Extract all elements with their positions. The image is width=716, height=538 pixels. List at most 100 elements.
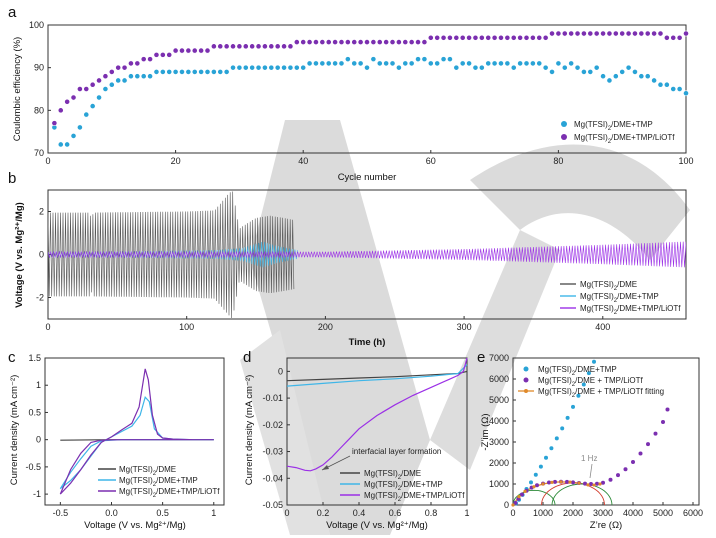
data-point: [281, 43, 287, 50]
data-point: [408, 60, 415, 67]
fit-point: [517, 495, 521, 499]
x-tick-label: 1: [211, 508, 216, 518]
data-point: [520, 492, 524, 497]
data-point: [204, 47, 211, 54]
panel-a: 0 20 40 60 80 100 70 80 90 100 a Cycle number Coulom…: [8, 4, 694, 183]
data-point: [472, 64, 479, 71]
data-point: [447, 34, 453, 41]
data-point: [459, 34, 466, 41]
fit-point: [511, 503, 515, 507]
data-point: [542, 64, 549, 71]
fit-point: [559, 480, 563, 484]
data-point: [255, 43, 262, 50]
data-point: [593, 30, 600, 37]
data-point: [676, 86, 683, 92]
data-point: [447, 56, 453, 63]
data-point: [529, 480, 533, 485]
data-point: [619, 69, 626, 75]
data-point: [561, 30, 568, 37]
data-point: [459, 60, 466, 67]
annotation-text: 1 Hz: [581, 454, 597, 463]
data-point: [504, 60, 511, 67]
data-point: [115, 64, 122, 71]
legend-label: Mg(TFSI)2/DME: [364, 469, 421, 481]
data-point: [191, 69, 198, 75]
data-point: [185, 47, 192, 54]
data-point: [262, 43, 268, 50]
data-point: [357, 60, 364, 67]
data-point: [581, 69, 587, 75]
legend-label: Mg(TFSI)2/DME+TMP: [574, 120, 653, 132]
data-point: [70, 94, 77, 101]
data-point: [421, 39, 428, 45]
data-point: [638, 73, 645, 80]
data-point: [140, 73, 147, 80]
data-point: [498, 60, 504, 67]
legend-marker: [524, 389, 528, 393]
data-point: [325, 60, 332, 67]
data-point: [491, 34, 498, 41]
data-point: [338, 39, 345, 45]
data-point: [153, 51, 160, 58]
x-tick-label: 0: [45, 156, 50, 166]
data-point: [440, 56, 447, 63]
data-point: [166, 69, 173, 75]
data-point: [555, 60, 562, 67]
x-tick-label: 40: [298, 156, 308, 166]
data-point: [535, 483, 539, 488]
data-point: [595, 481, 599, 486]
data-point: [619, 30, 626, 37]
data-point: [121, 77, 128, 84]
legend-label: Mg(TFSI)2/DME+TMP: [364, 480, 443, 492]
data-point: [77, 124, 83, 131]
data-point: [389, 60, 396, 67]
panel-b: 0 100 200 300 400 -2 0 2 b Time (h) Voltage (V vs.…: [8, 170, 687, 348]
data-point: [230, 64, 236, 71]
data-point: [632, 69, 638, 75]
data-point: [581, 382, 586, 387]
data-point: [536, 60, 543, 67]
data-point: [657, 81, 664, 88]
data-point: [230, 43, 236, 50]
data-point: [491, 60, 498, 67]
x-axis-label: Voltage (V vs. Mg²⁺/Mg): [326, 520, 428, 531]
y-tick-label: -0.02: [262, 420, 283, 430]
data-point: [587, 30, 594, 37]
data-point: [185, 69, 192, 75]
data-point: [179, 47, 185, 54]
lsv-curve: [286, 364, 468, 387]
data-point: [402, 60, 409, 67]
legend-marker: [561, 121, 567, 127]
data-point: [344, 56, 351, 63]
data-point: [549, 446, 554, 451]
data-point: [172, 47, 179, 54]
data-point: [281, 64, 287, 71]
fit-subarc: [551, 483, 613, 506]
x-axis-label: Voltage (V vs. Mg²⁺/Mg): [84, 520, 186, 531]
data-point: [661, 420, 665, 425]
data-point: [166, 51, 173, 58]
data-point: [96, 77, 102, 84]
legend-label: Mg(TFSI)2/DME + TMP/LiOTf fitting: [538, 387, 664, 399]
data-point: [198, 47, 205, 54]
data-point: [134, 73, 141, 80]
panel-c: -0.5 0.0 0.5 1 -1 -0.5 0 0.5 1 1.5 c Voltage (V vs.…: [8, 349, 225, 531]
x-tick-label: 4000: [623, 508, 643, 518]
legend-label: Mg(TFSI)2/DME+TMP/LiOTf: [364, 491, 465, 503]
y-tick-label: 1.5: [28, 353, 41, 363]
panel-label-d: d: [243, 349, 251, 366]
data-point: [453, 34, 460, 41]
data-point: [587, 69, 594, 75]
data-point: [415, 56, 421, 63]
data-point: [236, 43, 243, 50]
data-point: [268, 64, 275, 71]
x-tick-label: 80: [553, 156, 563, 166]
x-tick-label: 1000: [533, 508, 553, 518]
data-point: [313, 39, 319, 45]
y-tick-label: -0.03: [262, 447, 283, 457]
y-tick-label: 6000: [489, 374, 509, 384]
data-point: [325, 39, 332, 45]
data-point: [510, 34, 517, 41]
legend-label: Mg(TFSI)2/DME+TMP/LiOTf: [580, 304, 681, 316]
data-point: [549, 30, 555, 37]
